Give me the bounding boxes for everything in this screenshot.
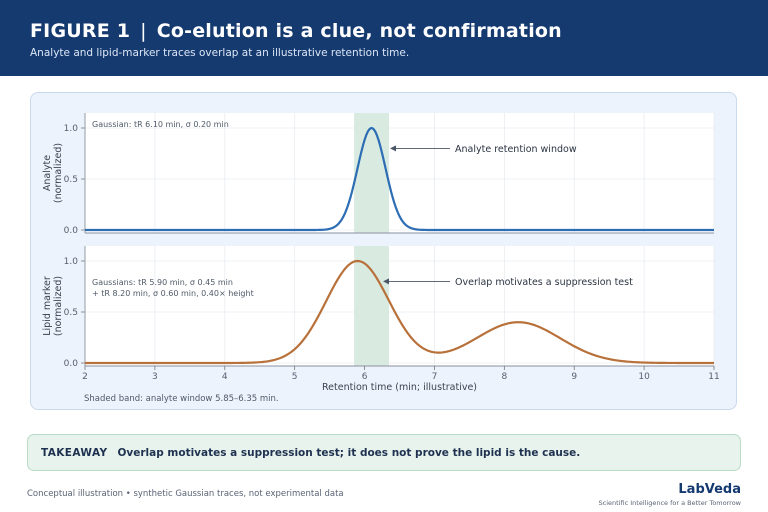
chart2-series-line xyxy=(85,259,714,365)
chart2-x-tick-label: 10 xyxy=(638,372,650,382)
figure-title-text: Co-elution is a clue, not confirmation xyxy=(156,20,562,42)
chart1-y-tick-label: 1.0 xyxy=(64,124,79,134)
chart2-note: Gaussians: tR 5.90 min, σ 0.45 min xyxy=(92,278,233,287)
figure-label: FIGURE 1 xyxy=(30,20,131,42)
chart1-y-tick-label: 0.5 xyxy=(64,175,78,185)
chart1-y-tick-label: 0.0 xyxy=(64,226,79,236)
chart2-note: + tR 8.20 min, σ 0.60 min, 0.40× height xyxy=(92,289,254,298)
chart2-x-tick-label: 5 xyxy=(292,372,298,382)
chart2-x-tick-label: 2 xyxy=(82,372,88,382)
chart2-y-tick-label: 0.0 xyxy=(64,359,79,369)
chart1-y-axis-label: Analyte xyxy=(42,155,53,191)
chart2-x-tick-label: 7 xyxy=(432,372,438,382)
chart1-note: Gaussian: tR 6.10 min, σ 0.20 min xyxy=(92,120,229,129)
chart1-annotation-arrowhead xyxy=(390,145,397,152)
chart1-y-axis-label: (normalized) xyxy=(53,143,64,203)
chart2-y-tick-label: 1.0 xyxy=(64,257,79,267)
chart1-annotation-text: Analyte retention window xyxy=(455,144,577,155)
chart2-y-tick-label: 0.5 xyxy=(64,308,78,318)
chart1-retention-band xyxy=(354,113,390,233)
chart1-series-line xyxy=(85,126,714,232)
chart2-x-axis-label: Retention time (min; illustrative) xyxy=(322,382,477,393)
chart2-x-tick-label: 3 xyxy=(152,372,158,382)
brand-logo: LabVeda xyxy=(678,482,741,497)
chart2-y-axis-label: Lipid marker xyxy=(42,276,53,336)
chart2-y-axis-label: (normalized) xyxy=(53,276,64,336)
figure-header: FIGURE 1 | Co-elution is a clue, not confi… xyxy=(0,0,768,76)
figure-subtitle: Analyte and lipid-marker traces overlap … xyxy=(30,47,410,59)
takeaway-text: Overlap motivates a suppression test; it… xyxy=(117,446,581,459)
chart2-annotation-text: Overlap motivates a suppression test xyxy=(455,277,633,288)
chart2-x-tick-label: 6 xyxy=(362,372,368,382)
chart1-plot-area xyxy=(85,113,714,233)
brand-tagline: Scientific Intelligence for a Better Tom… xyxy=(598,499,741,507)
footer-note: Conceptual illustration • synthetic Gaus… xyxy=(27,489,344,499)
chart2-x-tick-label: 8 xyxy=(501,372,507,382)
takeaway-label: TAKEAWAY xyxy=(41,446,108,459)
chart2-annotation-arrowhead xyxy=(383,278,390,285)
figure-title: FIGURE 1 | Co-elution is a clue, not confi… xyxy=(30,20,562,42)
shaded-band-note: Shaded band: analyte window 5.85–6.35 mi… xyxy=(84,394,279,404)
chart2-x-tick-label: 9 xyxy=(571,372,577,382)
chart2-plot-area xyxy=(85,246,714,366)
chart2-retention-band xyxy=(354,246,390,366)
chart2-x-tick-label: 11 xyxy=(708,372,719,382)
takeaway-box: TAKEAWAY Overlap motivates a suppression… xyxy=(27,434,741,471)
chart2-x-tick-label: 4 xyxy=(222,372,228,382)
title-separator: | xyxy=(140,20,147,42)
